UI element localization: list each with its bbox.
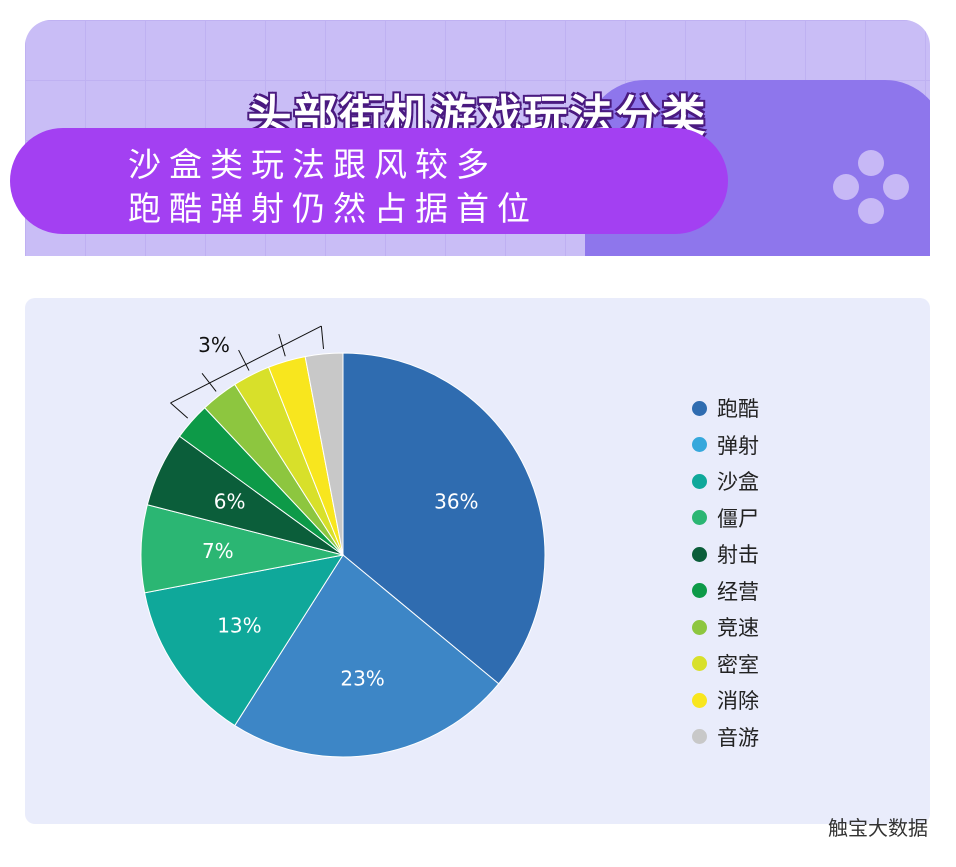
legend-swatch — [692, 692, 707, 708]
legend-item: 音游 — [692, 719, 759, 756]
subtitle-pill: 沙盒类玩法跟风较多 跑酷弹射仍然占据首位 — [10, 128, 728, 234]
pie-slice-弹射 — [234, 554, 500, 758]
gamepad-button-icon — [858, 150, 884, 176]
subtitle-line: 沙盒类玩法跟风较多 — [128, 145, 497, 184]
legend-swatch — [692, 619, 707, 635]
legend-label: 僵尸 — [717, 506, 759, 531]
pie-slice-沙盒 — [143, 554, 345, 727]
legend-item: 经营 — [692, 573, 759, 610]
legend-label: 音游 — [717, 725, 759, 750]
legend-swatch — [692, 510, 707, 526]
legend-label: 沙盒 — [717, 470, 759, 495]
data-label: 36% — [434, 490, 478, 514]
legend-swatch — [692, 473, 707, 489]
legend-swatch — [692, 400, 707, 416]
legend-item: 消除 — [692, 682, 759, 719]
legend-label: 密室 — [717, 652, 759, 677]
legend-item: 僵尸 — [692, 500, 759, 537]
data-label: 7% — [202, 539, 234, 563]
legend-label: 消除 — [717, 689, 759, 714]
legend-swatch — [692, 546, 707, 562]
pie-slice-跑酷 — [342, 352, 546, 685]
gamepad-button-icon — [858, 198, 884, 224]
watermark: 触宝大数据 — [828, 816, 928, 840]
grouped-label: 3% — [198, 333, 230, 357]
data-label: 6% — [214, 490, 246, 514]
legend-swatch — [692, 437, 707, 453]
legend-item: 密室 — [692, 646, 759, 683]
legend-swatch — [692, 583, 707, 599]
legend-label: 弹射 — [717, 433, 759, 458]
grouped-bracket — [170, 325, 325, 419]
gamepad-button-icon — [833, 174, 859, 200]
subtitle-line: 跑酷弹射仍然占据首位 — [128, 189, 538, 228]
legend-swatch — [692, 729, 707, 745]
legend-label: 射击 — [717, 543, 759, 568]
legend-swatch — [692, 656, 707, 672]
legend-item: 射击 — [692, 536, 759, 573]
legend-label: 经营 — [717, 579, 759, 604]
legend: 跑酷弹射沙盒僵尸射击经营竞速密室消除音游 — [692, 390, 759, 755]
legend-item: 跑酷 — [692, 390, 759, 427]
pie-slice-音游 — [304, 352, 344, 556]
data-label: 23% — [340, 667, 384, 691]
gamepad-button-icon — [883, 174, 909, 200]
legend-item: 沙盒 — [692, 463, 759, 500]
data-label: 13% — [217, 613, 261, 637]
legend-label: 跑酷 — [717, 397, 759, 422]
legend-item: 弹射 — [692, 427, 759, 464]
legend-item: 竞速 — [692, 609, 759, 646]
legend-label: 竞速 — [717, 616, 759, 641]
